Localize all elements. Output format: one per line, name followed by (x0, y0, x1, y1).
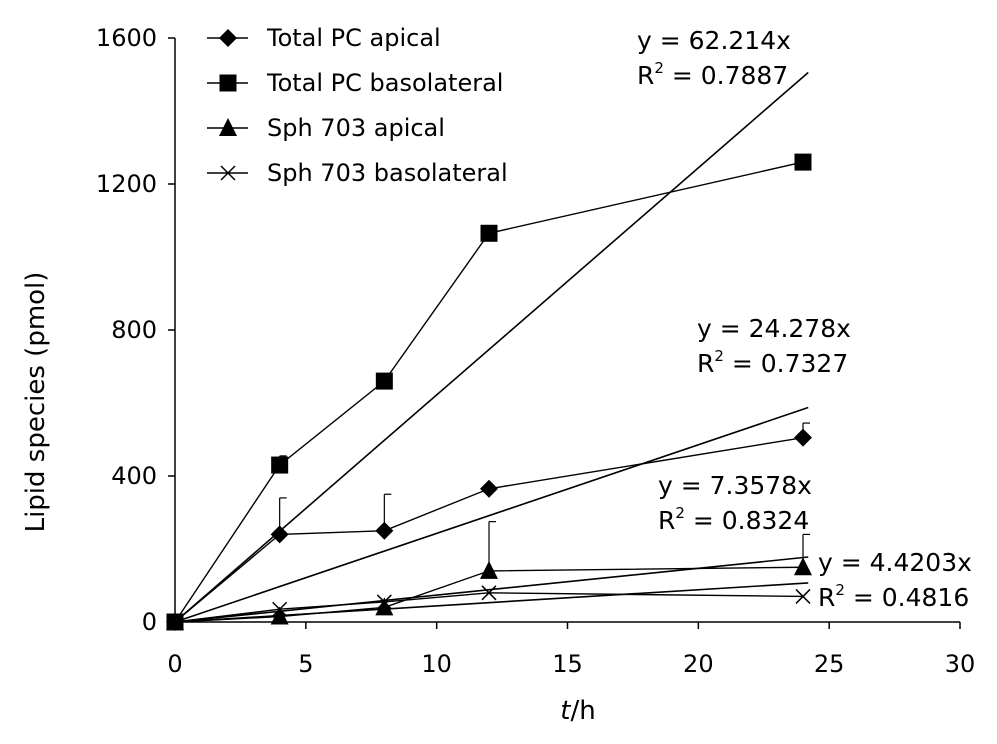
legend-marker (220, 165, 236, 181)
data-point (794, 153, 812, 171)
y-tick-label: 1200 (96, 170, 157, 198)
legend-label: Total PC apical (266, 24, 441, 52)
legend: Total PC apical Total PC basolateral Sph 7… (207, 24, 508, 187)
x-tick-label: 10 (421, 650, 452, 678)
trendline-r2: R2 = 0.8324 (658, 504, 809, 535)
trendline (174, 71, 809, 623)
data-point (480, 560, 498, 579)
trendline-equation: y = 62.214x (637, 26, 791, 55)
x-tick-label: 30 (945, 650, 976, 678)
x-tick-label: 20 (683, 650, 714, 678)
series-group (166, 521, 812, 630)
y-tick-label: 1600 (96, 24, 157, 52)
data-point (375, 597, 394, 616)
data-point (480, 224, 498, 242)
x-tick-label: 15 (552, 650, 583, 678)
axis-ticks: 0 400 800 1200 1600 0 5 10 15 20 25 30 (96, 24, 975, 678)
data-point (480, 479, 498, 498)
x-tick-label: 0 (167, 650, 182, 678)
x-tick-label: 25 (814, 650, 845, 678)
data-point (376, 594, 392, 610)
legend-label: Sph 703 basolateral (267, 159, 508, 187)
data-point (270, 606, 289, 625)
x-axis-title-unit: /h (570, 696, 595, 726)
series-group (167, 585, 811, 630)
data-point (794, 428, 812, 447)
x-tick-label: 5 (298, 650, 313, 678)
y-tick-label: 400 (111, 462, 157, 490)
x-axis-title-italic: t (560, 696, 571, 726)
data-point (375, 521, 394, 540)
y-axis-title: Lipid species (pmol) (21, 272, 51, 533)
x-axis-title: t/h (560, 696, 595, 726)
data-point (271, 456, 289, 474)
legend-label: Total PC basolateral (266, 69, 503, 97)
data-point (795, 588, 811, 604)
data-point (272, 601, 288, 617)
trendline-equation: y = 24.278x (697, 314, 851, 343)
legend-marker (219, 74, 237, 92)
legend-marker (219, 118, 237, 136)
trendlines (174, 71, 809, 623)
trendline-annotations: y = 62.214x R2 = 0.7887 y = 24.278x R2 = 0.… (637, 26, 972, 612)
trendline-r2: R2 = 0.7887 (637, 59, 788, 90)
data-point (270, 525, 289, 544)
trendline-r2: R2 = 0.7327 (697, 347, 848, 378)
data-point (481, 585, 497, 601)
trendline (174, 406, 809, 623)
y-tick-label: 0 (142, 608, 157, 636)
legend-marker (219, 29, 237, 47)
data-series (166, 153, 812, 631)
trendline-equation: y = 7.3578x (658, 471, 812, 500)
trendline-equation: y = 4.4203x (818, 548, 972, 577)
y-tick-label: 800 (111, 316, 157, 344)
data-point (167, 614, 183, 630)
data-point (794, 557, 812, 576)
data-point (375, 372, 393, 390)
legend-label: Sph 703 apical (267, 114, 445, 142)
trendline-r2: R2 = 0.4816 (818, 581, 969, 612)
